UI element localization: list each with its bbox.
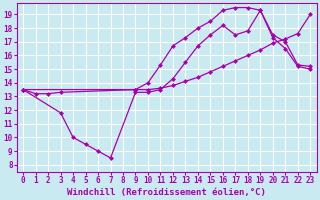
X-axis label: Windchill (Refroidissement éolien,°C): Windchill (Refroidissement éolien,°C) (67, 188, 266, 197)
